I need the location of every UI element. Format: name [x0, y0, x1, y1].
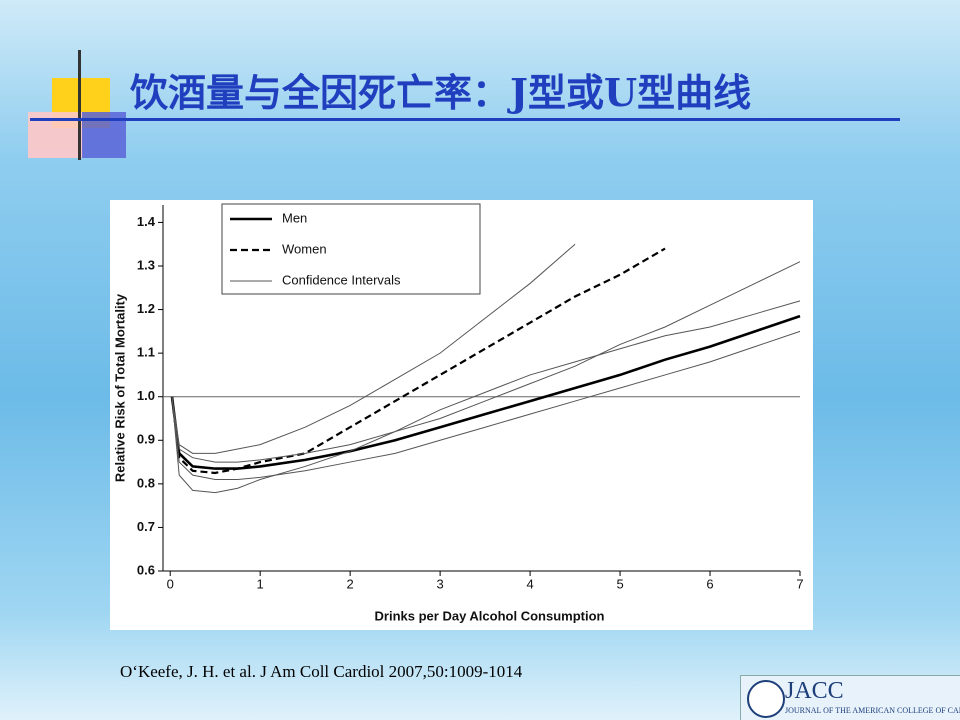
- logo-subtext: JOURNAL OF THE AMERICAN COLLEGE OF CARDI…: [785, 706, 960, 715]
- x-tick-label: 4: [526, 576, 533, 591]
- legend-label: Men: [282, 210, 307, 225]
- y-tick-label: 0.9: [137, 432, 155, 447]
- x-tick-label: 0: [167, 576, 174, 591]
- y-axis-label: Relative Risk of Total Mortality: [112, 293, 127, 482]
- x-tick-label: 7: [796, 576, 803, 591]
- data-line: [171, 300, 801, 494]
- x-axis-label: Drinks per Day Alcohol Consumption: [375, 608, 605, 623]
- x-tick-label: 3: [436, 576, 443, 591]
- x-tick-label: 5: [616, 576, 623, 591]
- y-tick-label: 1.0: [137, 388, 155, 403]
- y-tick-label: 1.1: [137, 345, 155, 360]
- slide-title: 饮酒量与全因死亡率：J型或U型曲线: [130, 70, 752, 115]
- data-line: [171, 243, 576, 454]
- y-tick-label: 1.3: [137, 257, 155, 272]
- title-rule: [30, 118, 900, 121]
- legend-label: Women: [282, 241, 327, 256]
- y-tick-label: 1.4: [137, 214, 156, 229]
- data-line: [171, 261, 801, 463]
- y-tick-label: 1.2: [137, 301, 155, 316]
- y-tick-label: 0.8: [137, 475, 155, 490]
- x-tick-label: 2: [347, 576, 354, 591]
- y-tick-label: 0.6: [137, 562, 155, 577]
- data-line: [170, 314, 801, 470]
- x-tick-label: 1: [257, 576, 264, 591]
- y-tick-label: 0.7: [137, 519, 155, 534]
- citation: O‘Keefe, J. H. et al. J Am Coll Cardiol …: [120, 662, 523, 681]
- legend-label: Confidence Intervals: [282, 272, 401, 287]
- logo-seal: [747, 680, 785, 718]
- journal-logo: JACC JOURNAL OF THE AMERICAN COLLEGE OF …: [740, 675, 960, 720]
- logo-text: JACC: [785, 678, 844, 704]
- x-tick-label: 6: [706, 576, 713, 591]
- deco: [78, 50, 81, 160]
- data-line: [171, 330, 801, 480]
- data-line: [170, 247, 666, 475]
